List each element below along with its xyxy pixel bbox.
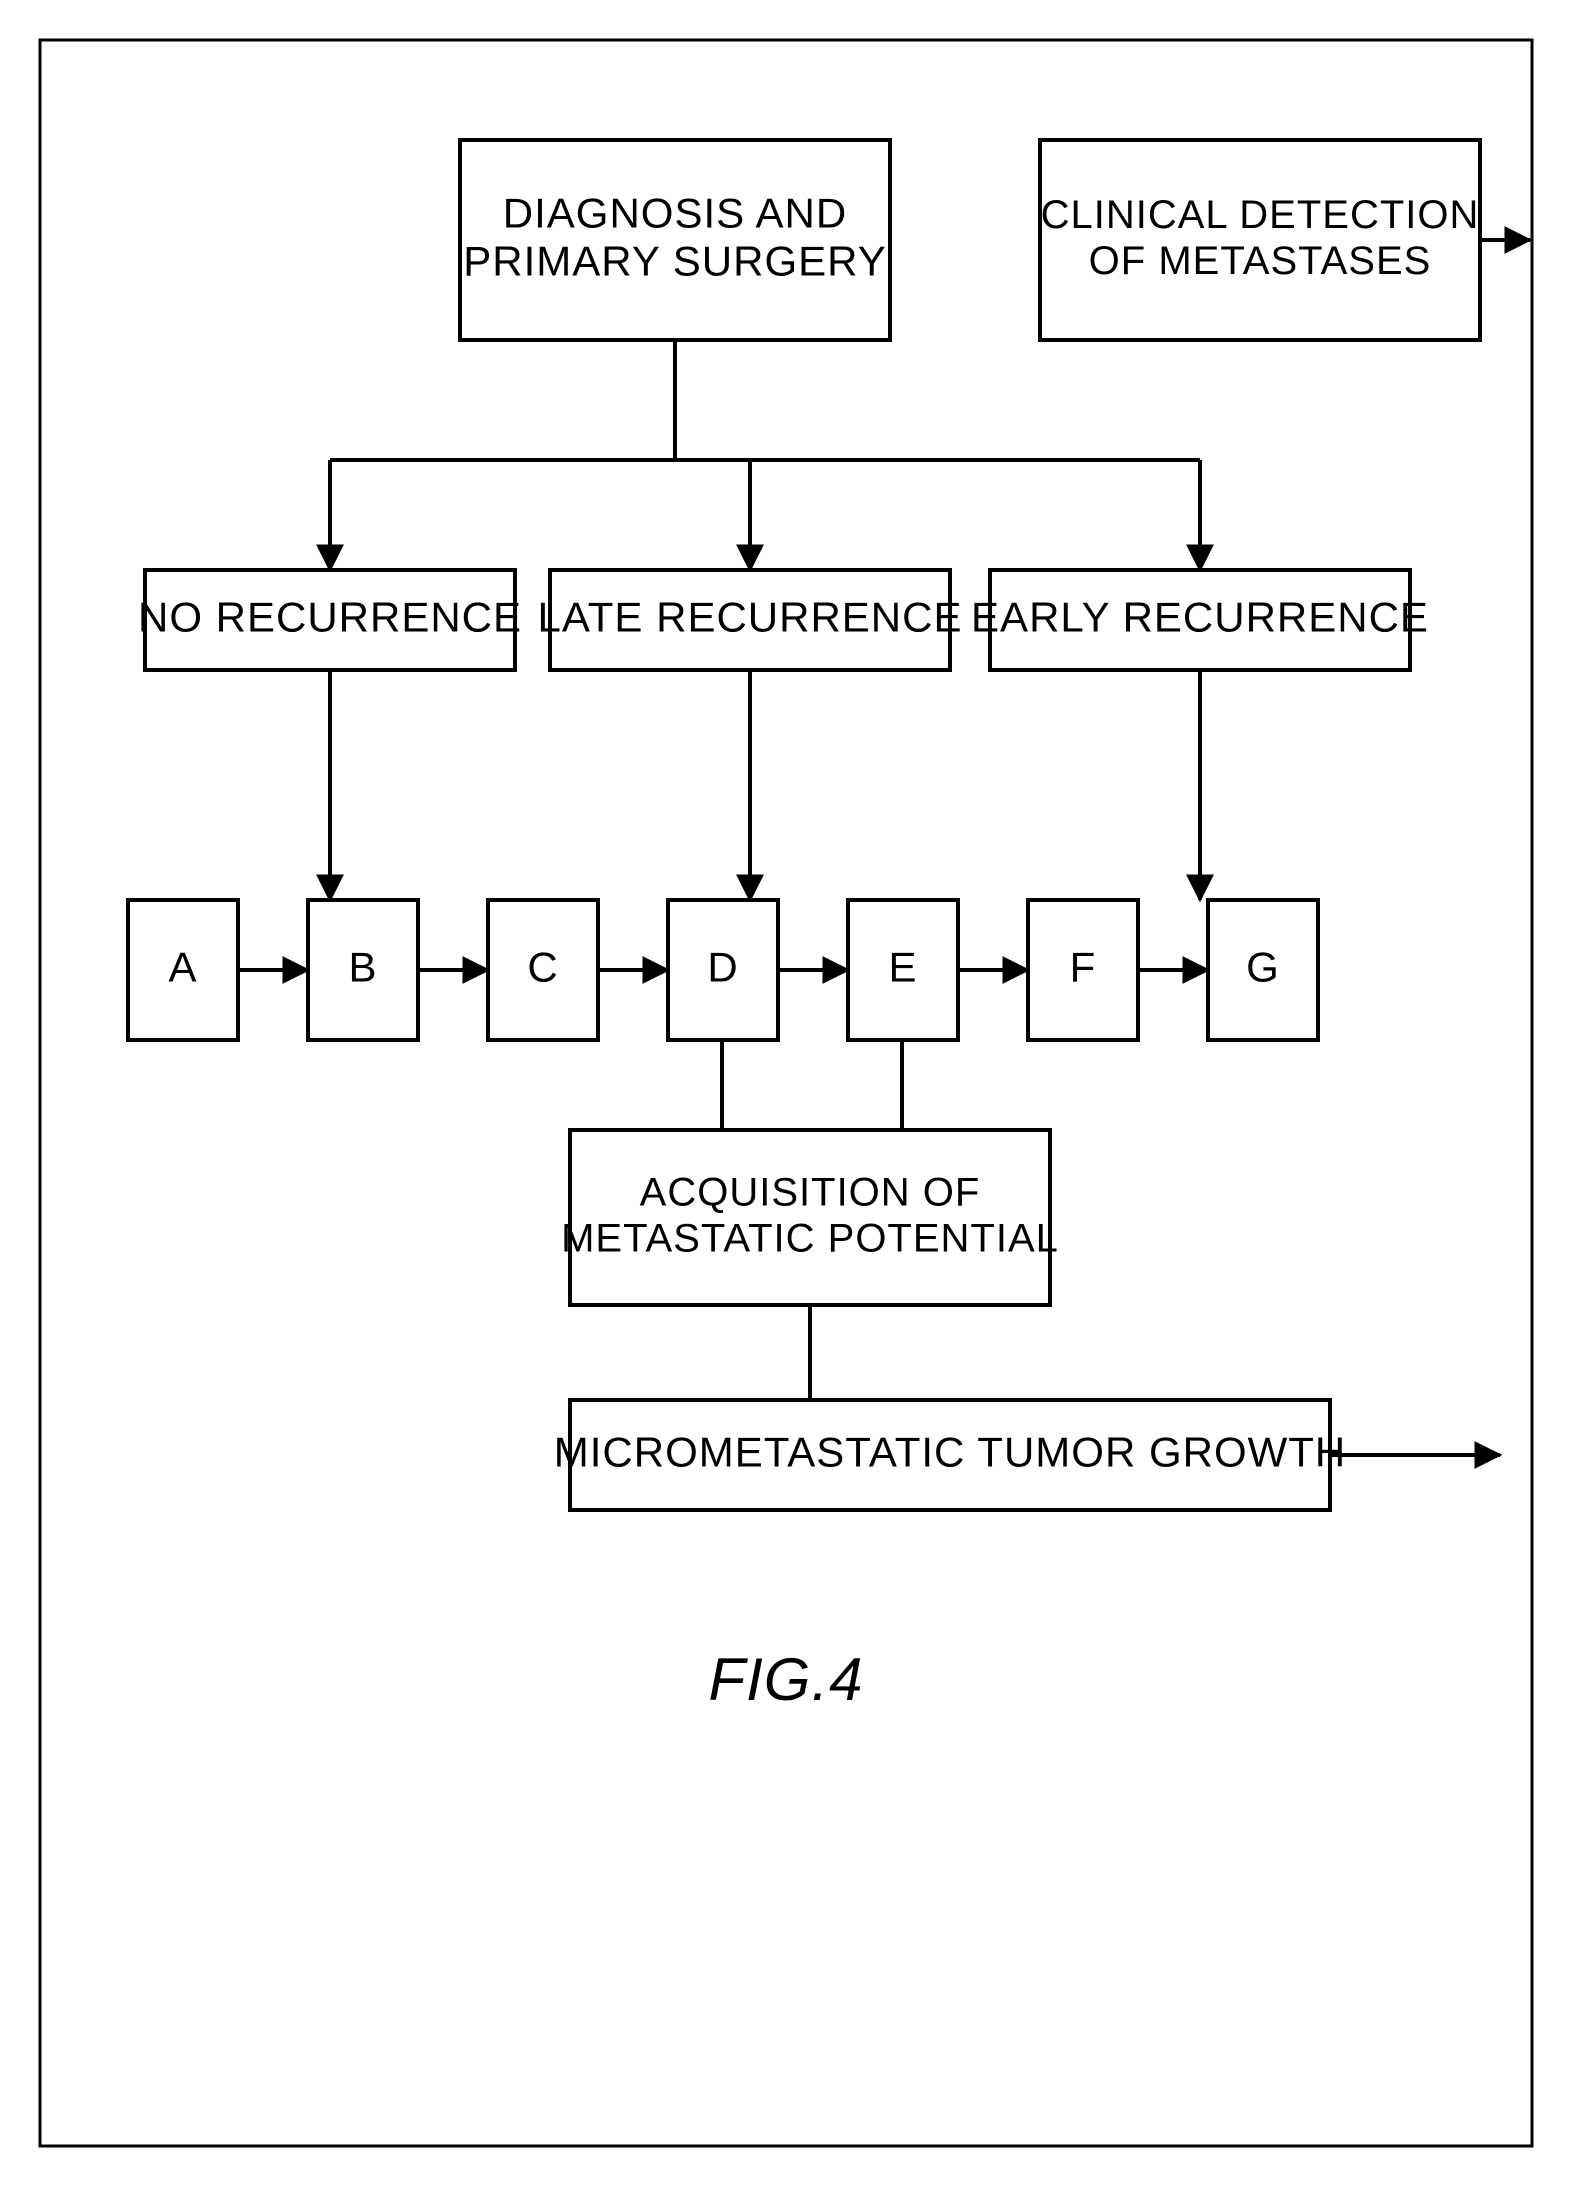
node-micrometastatic-label: MICROMETASTATIC TUMOR GROWTH: [554, 1429, 1347, 1476]
node-c-label: C: [527, 944, 558, 991]
node-e-label: E: [888, 944, 917, 991]
node-e: E: [848, 900, 958, 1040]
node-early_recurrence: EARLY RECURRENCE: [971, 570, 1429, 670]
node-b-label: B: [348, 944, 377, 991]
node-clinical: CLINICAL DETECTIONOF METASTASES: [1040, 140, 1480, 340]
node-diagnosis-label: DIAGNOSIS AND: [503, 189, 847, 236]
node-a: A: [128, 900, 238, 1040]
node-micrometastatic: MICROMETASTATIC TUMOR GROWTH: [554, 1400, 1347, 1510]
node-b: B: [308, 900, 418, 1040]
node-g: G: [1208, 900, 1318, 1040]
node-acquisition: ACQUISITION OFMETASTATIC POTENTIAL: [561, 1130, 1059, 1305]
node-f-label: F: [1070, 944, 1097, 991]
node-f: F: [1028, 900, 1138, 1040]
node-clinical-label: OF METASTASES: [1089, 239, 1432, 283]
page-border: [40, 40, 1532, 2146]
node-a-label: A: [168, 944, 197, 991]
node-diagnosis-label: PRIMARY SURGERY: [463, 238, 886, 285]
node-acquisition-label: ACQUISITION OF: [640, 1171, 981, 1215]
node-clinical-label: CLINICAL DETECTION: [1041, 193, 1480, 237]
node-early_recurrence-label: EARLY RECURRENCE: [971, 594, 1429, 641]
figure-label: FIG.4: [708, 1646, 863, 1713]
node-no_recurrence: NO RECURRENCE: [138, 570, 522, 670]
node-acquisition-label: METASTATIC POTENTIAL: [561, 1217, 1059, 1261]
node-late_recurrence-label: LATE RECURRENCE: [538, 594, 963, 641]
node-d-label: D: [707, 944, 738, 991]
node-diagnosis: DIAGNOSIS ANDPRIMARY SURGERY: [460, 140, 890, 340]
node-c: C: [488, 900, 598, 1040]
node-d: D: [668, 900, 778, 1040]
node-no_recurrence-label: NO RECURRENCE: [138, 594, 522, 641]
node-late_recurrence: LATE RECURRENCE: [538, 570, 963, 670]
node-g-label: G: [1246, 944, 1280, 991]
